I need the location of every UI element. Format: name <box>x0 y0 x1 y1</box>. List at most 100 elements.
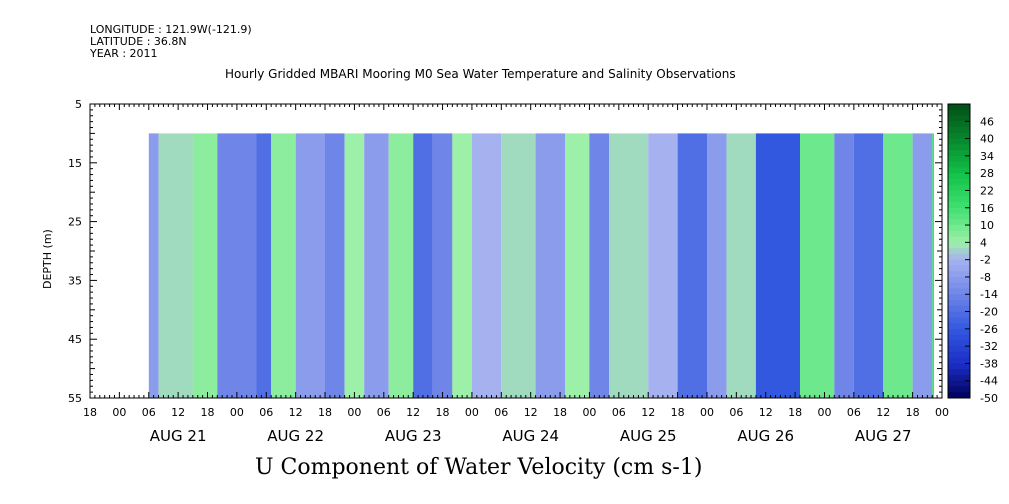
colorbar-tick-label: 4 <box>980 236 987 249</box>
longitude-label: LONGITUDE : 121.9W(-121.9) <box>90 23 252 36</box>
x-day-label: AUG 22 <box>267 427 324 445</box>
colorbar-segment <box>948 259 970 266</box>
colorbar-segment <box>948 357 970 364</box>
colorbar-segment <box>948 317 970 324</box>
colorbar-segment <box>948 374 970 382</box>
heatmap-cell <box>535 133 565 398</box>
heatmap-cell <box>726 133 756 398</box>
y-tick-label: 55 <box>68 392 82 405</box>
colorbar-segment <box>948 121 970 128</box>
y-axis: 5 15 25 35 45 55 <box>68 98 942 405</box>
colorbar-segment <box>948 196 970 203</box>
heatmap-cell <box>589 133 609 398</box>
colorbar-segment <box>948 380 970 387</box>
colorbar-segment <box>948 369 970 376</box>
colorbar-segment <box>948 351 970 359</box>
colorbar-tick-label: -32 <box>980 340 998 353</box>
colorbar-segment <box>948 323 970 330</box>
colorbar-segment <box>948 363 970 370</box>
heatmap-cell <box>452 133 472 398</box>
colorbar-segment <box>948 392 970 399</box>
y-tick-label: 15 <box>68 157 82 170</box>
colorbar-segment <box>948 328 970 335</box>
x-hour-label: 00 <box>347 406 361 419</box>
x-hour-label: 18 <box>553 406 567 419</box>
heatmap-cell <box>501 133 536 398</box>
heatmap-cell <box>158 133 193 398</box>
colorbar-segment <box>948 167 970 174</box>
colorbar-tick-label: 10 <box>980 219 994 232</box>
colorbar-segment <box>948 190 970 197</box>
colorbar-tick-label: -20 <box>980 306 998 319</box>
heatmap-cell <box>853 133 884 398</box>
colorbar-segment <box>948 144 970 151</box>
year-label: YEAR : 2011 <box>90 47 158 60</box>
y-axis-label: DEPTH (m) <box>41 229 54 289</box>
x-day-label: AUG 24 <box>502 427 559 445</box>
x-hour-label: 00 <box>935 406 949 419</box>
x-hour-label: 18 <box>906 406 920 419</box>
heatmap-cell <box>217 133 257 398</box>
heatmap-cell <box>912 133 933 398</box>
colorbar-segment <box>948 115 970 122</box>
x-hour-label: 00 <box>465 406 479 419</box>
heatmap-cell <box>707 133 727 398</box>
x-axis: 18 00 06 12 18 00 06 12 18 00 06 12 18 00 06 12 18 00 06 12… <box>83 104 949 445</box>
heatmap-cell <box>295 133 326 398</box>
colorbar-segment <box>948 155 970 163</box>
colorbar-segment <box>948 178 970 186</box>
colorbar-tick-label: 22 <box>980 184 994 197</box>
x-hour-label: 06 <box>847 406 861 419</box>
colorbar-tick-label: 40 <box>980 133 994 146</box>
heatmap-cell <box>677 133 707 398</box>
colorbar-tick-label: -8 <box>980 271 991 284</box>
chart-title: Hourly Gridded MBARI Mooring M0 Sea Wate… <box>225 67 736 81</box>
heatmap-cells <box>148 133 934 398</box>
x-hour-label: 12 <box>289 406 303 419</box>
x-hour-label: 00 <box>817 406 831 419</box>
heatmap-cell <box>565 133 590 398</box>
heatmap-cell <box>344 133 365 398</box>
colorbar-segment <box>948 104 970 111</box>
heatmap-cell <box>192 133 218 398</box>
x-hour-label: 06 <box>142 406 156 419</box>
y-tick-label: 5 <box>75 98 82 111</box>
heatmap-cell <box>256 133 272 398</box>
colorbar-segment <box>948 213 970 220</box>
x-hour-label: 06 <box>612 406 626 419</box>
colorbar-tick-label: 34 <box>980 150 994 163</box>
colorbar-segment <box>948 334 970 341</box>
colorbar-segment <box>948 386 970 393</box>
heatmap-cell <box>648 133 678 398</box>
colorbar-tick-label: -14 <box>980 288 998 301</box>
heatmap-cell <box>609 133 649 398</box>
x-axis-label: U Component of Water Velocity (cm s-1) <box>255 455 703 480</box>
x-hour-label: 18 <box>318 406 332 419</box>
colorbar-segment <box>948 202 970 209</box>
colorbar-tick-label: -38 <box>980 357 998 370</box>
colorbar-segment <box>948 271 970 278</box>
colorbar-segment <box>948 288 970 295</box>
heatmap-cell <box>148 133 159 398</box>
colorbar-segment <box>948 207 970 214</box>
colorbar-segment <box>948 150 970 157</box>
x-hour-label: 06 <box>259 406 273 419</box>
x-day-label: AUG 23 <box>385 427 442 445</box>
latitude-label: LATITUDE : 36.8N <box>90 35 187 48</box>
colorbar-segment <box>948 311 970 318</box>
x-hour-label: 12 <box>759 406 773 419</box>
x-hour-label: 12 <box>406 406 420 419</box>
heatmap-cell <box>271 133 296 398</box>
x-hour-label: 12 <box>641 406 655 419</box>
heatmap-cell <box>413 133 433 398</box>
heatmap-cell <box>432 133 453 398</box>
x-day-label: AUG 21 <box>150 427 207 445</box>
colorbar-frame <box>947 103 971 399</box>
x-day-label: AUG 25 <box>620 427 677 445</box>
x-hour-label: 12 <box>524 406 538 419</box>
x-hour-label: 06 <box>377 406 391 419</box>
colorbar-segment <box>948 242 970 249</box>
x-hour-label: 12 <box>171 406 185 419</box>
x-hour-label: 18 <box>201 406 215 419</box>
colorbar-segment <box>948 346 970 353</box>
